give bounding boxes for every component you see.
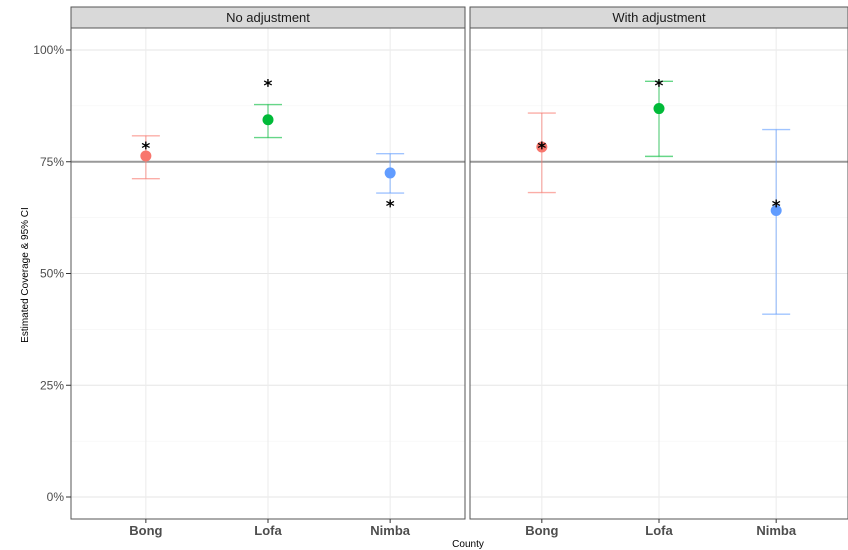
facet-strip-label: No adjustment: [226, 10, 310, 25]
star-marker-nimba: *: [386, 197, 395, 217]
y-tick-label: 100%: [33, 43, 64, 57]
star-marker-nimba: *: [772, 197, 781, 217]
x-axis-title: County: [452, 539, 484, 550]
star-marker-lofa: *: [264, 77, 273, 97]
y-tick-label: 75%: [40, 155, 64, 169]
y-axis-title: Estimated Coverage & 95% CI: [20, 207, 31, 343]
axes-layer: 0% 25% 50% 75% 100%: [33, 43, 71, 504]
x-tick-label-bong: Bong: [129, 523, 162, 538]
star-marker-bong: *: [141, 139, 150, 159]
facet-strip-label: With adjustment: [612, 10, 706, 25]
x-tick-label-lofa: Lofa: [645, 523, 673, 538]
point-nimba: [384, 167, 396, 179]
point-nimba: [770, 204, 782, 216]
facet-strip: [469, 6, 848, 29]
panels-layer: * * * No adjustment Bong Lofa Nimba * * * With adj…: [70, 6, 848, 538]
x-tick-label-bong: Bong: [525, 523, 558, 538]
star-marker-bong: *: [537, 139, 546, 159]
x-tick-label-nimba: Nimba: [756, 523, 797, 538]
y-tick-label: 50%: [40, 267, 64, 281]
y-tick-label: 25%: [40, 378, 64, 392]
star-marker-lofa: *: [655, 77, 664, 97]
point-lofa: [262, 114, 274, 126]
y-tick-label: 0%: [47, 490, 65, 504]
facet-strip: [70, 6, 466, 29]
x-tick-label-nimba: Nimba: [370, 523, 411, 538]
facet-panel-2: * * * With adjustment Bong Lofa Nimba: [469, 6, 848, 538]
point-bong: [140, 150, 152, 162]
facet-panel-1: * * * No adjustment Bong Lofa Nimba: [70, 6, 466, 538]
x-tick-label-lofa: Lofa: [254, 523, 282, 538]
point-bong: [536, 141, 548, 153]
point-lofa: [653, 103, 665, 115]
